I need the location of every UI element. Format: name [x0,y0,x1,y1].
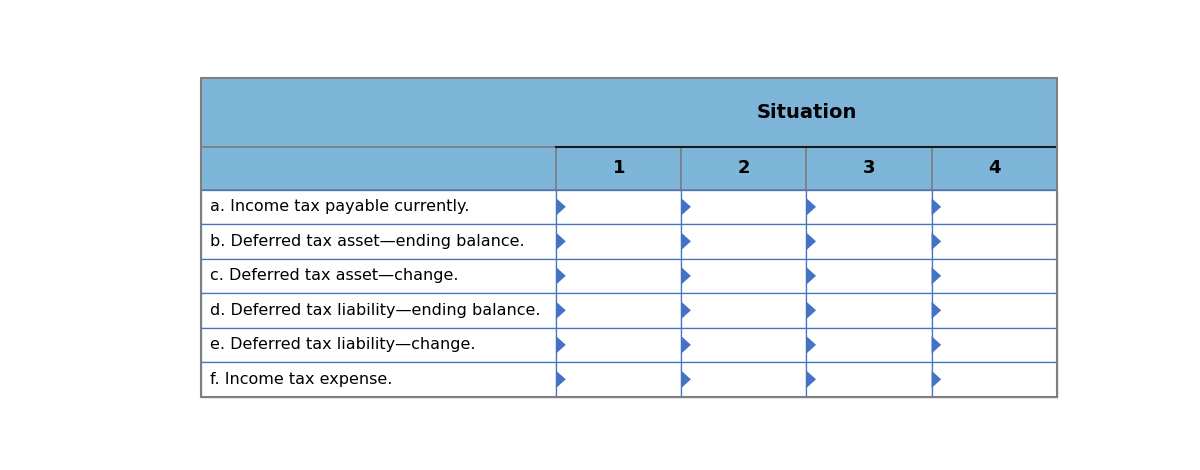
Text: 4: 4 [988,159,1001,177]
Polygon shape [682,233,691,250]
Bar [557,293,682,328]
Text: f. Income tax expense.: f. Income tax expense. [210,372,392,387]
Polygon shape [557,198,565,215]
Bar [202,78,1057,147]
Polygon shape [931,267,941,284]
Bar [931,189,1057,224]
Bar [682,189,806,224]
Polygon shape [931,336,941,353]
Bar [202,258,557,293]
Text: a. Income tax payable currently.: a. Income tax payable currently. [210,199,470,214]
Bar [931,293,1057,328]
Bar [557,189,682,224]
Bar [557,328,682,362]
Bar [682,362,806,397]
Bar [557,258,682,293]
Bar [202,328,557,362]
Bar [557,147,682,189]
Polygon shape [682,267,691,284]
Bar [202,224,557,258]
Bar [806,293,931,328]
Bar [682,147,806,189]
Bar [202,147,557,189]
Polygon shape [806,336,816,353]
Polygon shape [682,198,691,215]
Bar [806,189,931,224]
Polygon shape [931,198,941,215]
Polygon shape [931,302,941,319]
Bar [806,147,931,189]
Bar [557,224,682,258]
Bar [806,224,931,258]
Polygon shape [557,233,565,250]
Bar [557,362,682,397]
Polygon shape [806,267,816,284]
Bar [931,258,1057,293]
Bar [806,328,931,362]
Text: b. Deferred tax asset—ending balance.: b. Deferred tax asset—ending balance. [210,234,526,249]
Bar [806,258,931,293]
Text: d. Deferred tax liability—ending balance.: d. Deferred tax liability—ending balance… [210,303,541,318]
Text: 3: 3 [863,159,875,177]
Polygon shape [557,302,565,319]
Text: c. Deferred tax asset—change.: c. Deferred tax asset—change. [210,268,458,283]
Polygon shape [806,302,816,319]
Bar [931,147,1057,189]
Polygon shape [557,371,565,388]
Polygon shape [806,371,816,388]
Bar [682,224,806,258]
Text: 1: 1 [612,159,625,177]
Polygon shape [682,302,691,319]
Bar [806,362,931,397]
Polygon shape [557,267,565,284]
Text: e. Deferred tax liability—change.: e. Deferred tax liability—change. [210,337,476,352]
Polygon shape [806,233,816,250]
Bar [682,258,806,293]
Polygon shape [931,371,941,388]
Polygon shape [682,336,691,353]
Bar [202,362,557,397]
Polygon shape [682,371,691,388]
Bar [682,293,806,328]
Polygon shape [557,336,565,353]
Bar [202,293,557,328]
Polygon shape [931,233,941,250]
Text: 2: 2 [738,159,750,177]
Bar [202,189,557,224]
Bar [931,224,1057,258]
Bar [931,328,1057,362]
Bar [931,362,1057,397]
Text: Situation: Situation [756,103,857,122]
Polygon shape [806,198,816,215]
Bar [682,328,806,362]
Bar [202,78,1057,397]
